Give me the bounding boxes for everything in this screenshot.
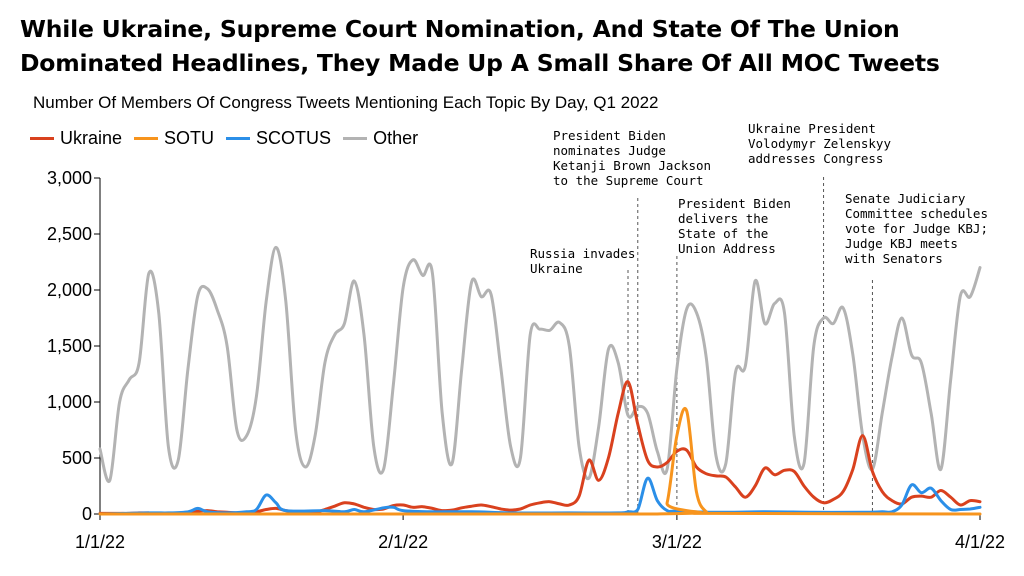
annotation-line-text: President Biden xyxy=(678,196,791,211)
y-tick-label: 1,000 xyxy=(47,392,92,412)
legend-item-ukraine: Ukraine xyxy=(30,128,122,149)
chart-subtitle: Number Of Members Of Congress Tweets Men… xyxy=(33,93,659,112)
legend-label-sotu: SOTU xyxy=(164,128,215,148)
annotation-line-text: Russia invades xyxy=(530,246,635,261)
annotation-line-text: Senate Judiciary xyxy=(845,191,966,206)
series-line-sotu xyxy=(98,407,982,516)
legend-swatch-other xyxy=(343,137,368,140)
annotation-line-text: Committee schedules xyxy=(845,206,988,221)
legend-swatch-ukraine xyxy=(30,137,54,140)
annotation-label: Senate Judiciary Committee schedules vote … xyxy=(845,191,988,266)
annotation-line-text: President Biden xyxy=(553,128,666,143)
annotation-line-text: with Senators xyxy=(845,251,943,266)
annotation-line-text: to the Supreme Court xyxy=(553,173,704,188)
annotation-label: President Biden nominates Judge Ketanji Br… xyxy=(553,128,711,188)
annotation-label: Ukraine President Volodymyr Zelenskyy addr… xyxy=(748,121,891,166)
annotation-label: Russia invades Ukraine xyxy=(530,246,635,276)
annotation-line-text: Ukraine xyxy=(530,261,583,276)
legend-swatch-sotu xyxy=(134,137,159,140)
annotation-line-text: delivers the xyxy=(678,211,768,226)
y-tick-label: 2,000 xyxy=(47,280,92,300)
legend-item-sotu: SOTU xyxy=(134,128,214,149)
series-line-other xyxy=(98,245,982,484)
y-tick-label: 1,500 xyxy=(47,336,92,356)
legend-swatch-scotus xyxy=(226,137,251,140)
legend-label-other: Other xyxy=(373,128,419,148)
annotation-line-text: vote for Judge KBJ; xyxy=(845,221,988,236)
legend-item-other: Other xyxy=(343,128,418,149)
y-tick-label: 500 xyxy=(62,448,92,468)
annotation-line-text: Judge KBJ meets xyxy=(845,236,958,251)
x-tick-label: 2/1/22 xyxy=(378,532,428,552)
y-tick-label: 2,500 xyxy=(47,224,92,244)
annotation-label: President Biden delivers the State of the U… xyxy=(678,196,791,256)
annotation-line-text: Ketanji Brown Jackson xyxy=(553,158,711,173)
legend-label-ukraine: Ukraine xyxy=(60,128,123,148)
x-tick-label: 1/1/22 xyxy=(75,532,125,552)
x-tick-label: 3/1/22 xyxy=(652,532,702,552)
x-tick-label: 4/1/22 xyxy=(955,532,1005,552)
annotation-line-text: Union Address xyxy=(678,241,776,256)
annotation-line-text: Ukraine President xyxy=(748,121,876,136)
annotation-line-text: State of the xyxy=(678,226,768,241)
y-tick-label: 0 xyxy=(82,504,92,524)
legend: Ukraine SOTU SCOTUS Other xyxy=(30,128,430,149)
annotation-line-text: addresses Congress xyxy=(748,151,883,166)
legend-label-scotus: SCOTUS xyxy=(256,128,332,148)
legend-item-scotus: SCOTUS xyxy=(226,128,331,149)
annotation-line-text: nominates Judge xyxy=(553,143,666,158)
annotation-line-text: Volodymyr Zelenskyy xyxy=(748,136,891,151)
chart-title: While Ukraine, Supreme Court Nomination,… xyxy=(20,15,940,77)
y-tick-label: 3,000 xyxy=(47,168,92,188)
